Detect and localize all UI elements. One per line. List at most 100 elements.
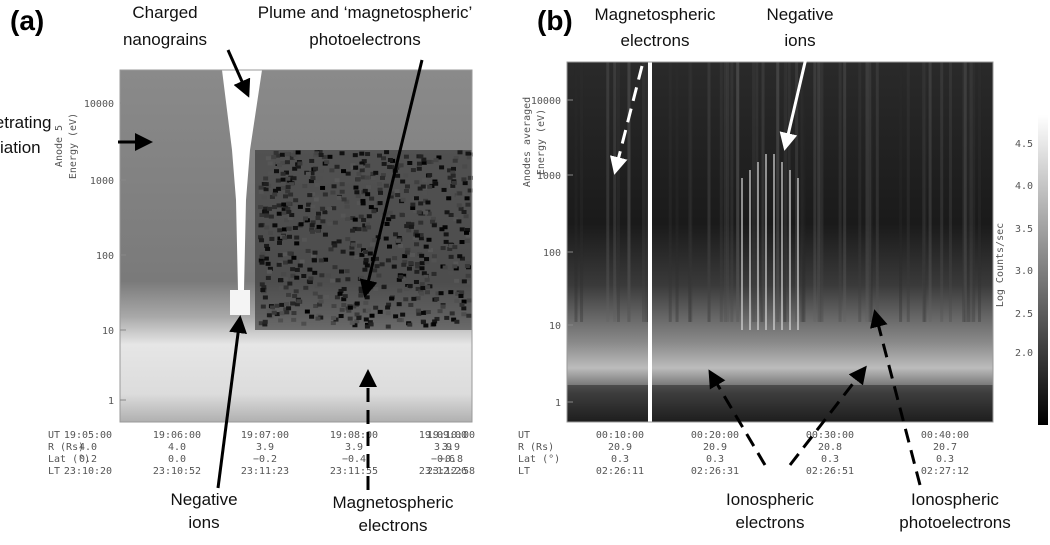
noise-pixel	[404, 224, 410, 229]
noise-pixel	[367, 251, 373, 256]
noise-pixel	[447, 168, 453, 173]
noise-pixel	[276, 211, 282, 216]
noise-pixel	[381, 285, 387, 290]
noise-pixel	[444, 210, 450, 215]
noise-pixel	[290, 267, 296, 272]
noise-pixel	[385, 258, 391, 263]
noise-pixel	[406, 228, 412, 233]
noise-pixel	[416, 311, 422, 316]
noise-pixel	[269, 237, 275, 242]
x-row-value: 00:30:00	[806, 430, 854, 441]
noise-pixel	[362, 308, 368, 313]
noise-pixel	[385, 305, 391, 310]
noise-pixel	[459, 256, 465, 261]
noise-pixel	[258, 189, 264, 194]
x-row-value: 0.3	[706, 454, 724, 465]
noise-pixel	[401, 273, 407, 278]
noise-stripe	[795, 62, 799, 322]
noise-pixel	[387, 210, 393, 215]
noise-pixel	[262, 319, 268, 324]
annotation: Magnetospheric	[333, 493, 454, 512]
noise-pixel	[377, 309, 383, 314]
noise-pixel	[419, 253, 425, 258]
noise-pixel	[350, 228, 356, 233]
noise-stripe	[755, 62, 759, 322]
noise-pixel	[259, 212, 265, 217]
noise-pixel	[292, 166, 298, 171]
noise-pixel	[286, 234, 292, 239]
noise-pixel	[423, 323, 429, 328]
noise-pixel	[264, 225, 270, 230]
noise-pixel	[304, 309, 310, 314]
noise-pixel	[365, 152, 371, 157]
noise-pixel	[450, 170, 456, 175]
noise-pixel	[285, 185, 291, 190]
noise-pixel	[283, 170, 289, 175]
x-row-value: 02:26:31	[691, 466, 739, 477]
noise-pixel	[431, 223, 437, 228]
noise-pixel	[260, 304, 266, 309]
noise-pixel	[368, 322, 374, 327]
x-row-value: 3.9	[442, 442, 460, 453]
x-row-value: 00:10:00	[596, 430, 644, 441]
noise-pixel	[314, 284, 320, 289]
noise-pixel	[361, 159, 367, 164]
noise-pixel	[262, 322, 268, 327]
noise-pixel	[267, 171, 273, 176]
noise-stripe	[776, 62, 780, 322]
noise-pixel	[267, 230, 273, 235]
noise-pixel	[264, 243, 270, 248]
noise-pixel	[356, 243, 362, 248]
noise-pixel	[261, 285, 267, 290]
noise-pixel	[398, 274, 404, 279]
noise-pixel	[414, 180, 420, 185]
noise-pixel	[404, 286, 410, 291]
noise-pixel	[287, 216, 293, 221]
noise-pixel	[395, 173, 401, 178]
spectrogram-a	[120, 70, 473, 422]
noise-pixel	[459, 227, 465, 232]
noise-pixel	[418, 154, 424, 159]
noise-pixel	[429, 219, 435, 224]
noise-pixel	[413, 209, 419, 214]
y-tick-label: 1	[108, 396, 114, 407]
noise-pixel	[400, 197, 406, 202]
noise-pixel	[436, 155, 442, 160]
noise-pixel	[277, 236, 283, 241]
noise-pixel	[454, 278, 460, 283]
noise-pixel	[341, 286, 347, 291]
noise-stripe	[802, 62, 806, 322]
noise-pixel	[358, 286, 364, 291]
x-row-value: 23:11:55	[330, 466, 378, 477]
noise-pixel	[386, 302, 392, 307]
noise-pixel	[323, 257, 329, 262]
noise-pixel	[309, 314, 315, 319]
noise-pixel	[355, 193, 361, 198]
noise-pixel	[401, 262, 407, 267]
noise-pixel	[416, 210, 422, 215]
x-row-value: 20.7	[933, 442, 957, 453]
noise-pixel	[320, 219, 326, 224]
noise-pixel	[299, 259, 305, 264]
noise-pixel	[308, 179, 314, 184]
noise-pixel	[419, 291, 425, 296]
noise-pixel	[387, 157, 393, 162]
x-row-name: R (Rs)	[48, 442, 84, 453]
noise-pixel	[281, 210, 287, 215]
noise-pixel	[442, 265, 448, 270]
noise-stripe	[574, 62, 578, 322]
annotation-arrow	[216, 315, 248, 489]
noise-pixel	[338, 314, 344, 319]
noise-pixel	[314, 195, 320, 200]
noise-pixel	[350, 163, 356, 168]
noise-pixel	[290, 301, 296, 306]
noise-stripe	[726, 62, 730, 322]
x-row-value: 23:10:52	[153, 466, 201, 477]
x-row-value: 00:40:00	[921, 430, 969, 441]
noise-pixel	[279, 302, 285, 307]
noise-pixel	[465, 261, 471, 266]
noise-pixel	[292, 294, 298, 299]
x-row-value: 4.0	[168, 442, 186, 453]
noise-pixel	[263, 187, 269, 192]
noise-pixel	[306, 202, 312, 207]
